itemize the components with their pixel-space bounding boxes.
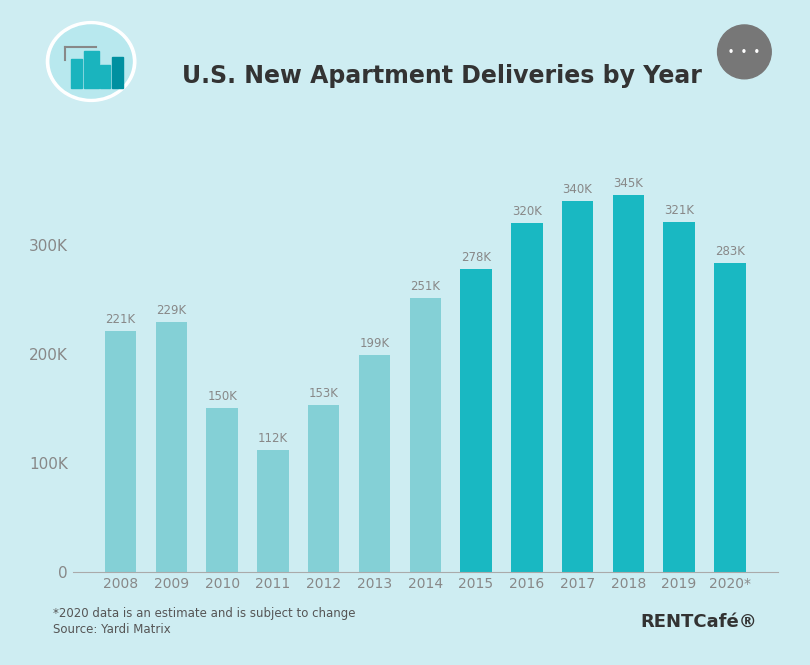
Text: 221K: 221K bbox=[105, 313, 136, 326]
Bar bbox=[663, 221, 695, 572]
Bar bbox=[83, 51, 99, 88]
Bar bbox=[207, 408, 238, 572]
Text: U.S. New Apartment Deliveries by Year: U.S. New Apartment Deliveries by Year bbox=[182, 65, 702, 88]
Bar bbox=[359, 354, 390, 572]
Text: 112K: 112K bbox=[258, 432, 288, 445]
Bar bbox=[70, 59, 82, 88]
Bar bbox=[258, 450, 288, 572]
Bar bbox=[612, 196, 644, 572]
Text: *2020 data is an estimate and is subject to change: *2020 data is an estimate and is subject… bbox=[53, 607, 355, 620]
Text: 150K: 150K bbox=[207, 390, 237, 403]
Bar bbox=[410, 298, 441, 572]
Bar bbox=[308, 405, 339, 572]
Circle shape bbox=[50, 25, 132, 98]
Text: 229K: 229K bbox=[156, 304, 186, 317]
Text: 340K: 340K bbox=[563, 183, 592, 196]
Text: 345K: 345K bbox=[613, 178, 643, 190]
Text: 278K: 278K bbox=[461, 251, 491, 263]
Bar bbox=[714, 263, 745, 572]
Bar bbox=[105, 331, 136, 572]
Bar bbox=[511, 223, 543, 572]
Bar bbox=[112, 57, 123, 88]
Circle shape bbox=[718, 25, 771, 78]
Bar bbox=[100, 65, 109, 88]
Text: 153K: 153K bbox=[309, 387, 339, 400]
Bar bbox=[460, 269, 492, 572]
Bar bbox=[562, 201, 593, 572]
Text: 251K: 251K bbox=[410, 280, 441, 293]
Text: •  •  •: • • • bbox=[728, 47, 761, 57]
Text: 321K: 321K bbox=[664, 203, 694, 217]
Text: 199K: 199K bbox=[360, 337, 390, 350]
Text: Source: Yardi Matrix: Source: Yardi Matrix bbox=[53, 623, 170, 636]
Bar bbox=[156, 322, 187, 572]
Text: 320K: 320K bbox=[512, 205, 542, 217]
Text: 283K: 283K bbox=[715, 245, 744, 258]
Text: RENTCafé®: RENTCafé® bbox=[641, 612, 757, 630]
Circle shape bbox=[46, 22, 136, 101]
